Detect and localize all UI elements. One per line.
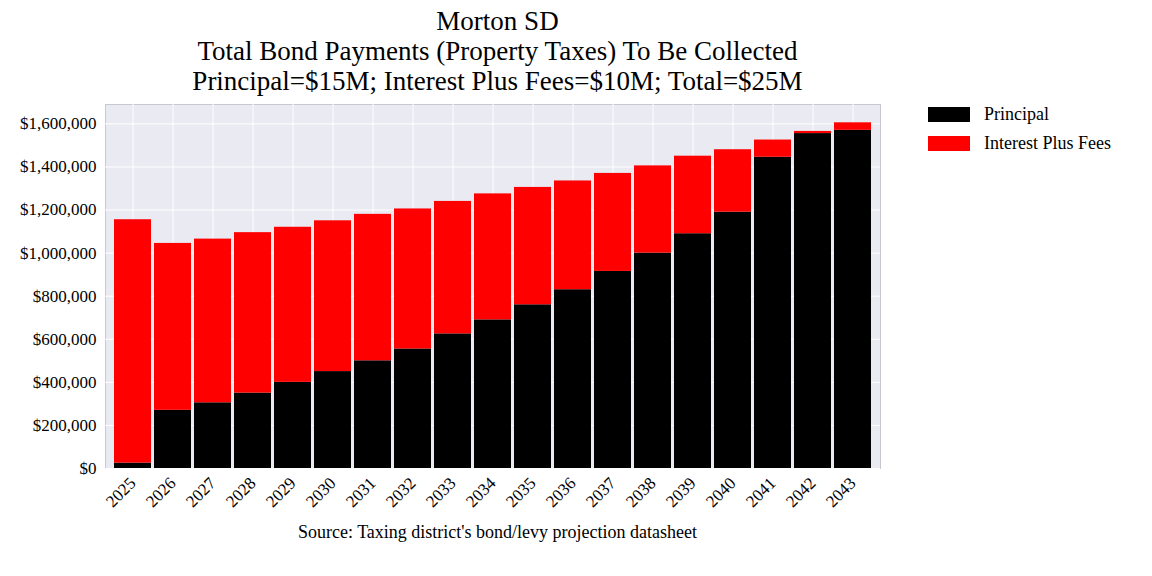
svg-text:2028: 2028 [222,474,259,511]
html-text:Source: Taxing district's bond: Source: Taxing district's bond/levy proj… [298,522,697,542]
svg-text:$1,400,000: $1,400,000 [20,157,97,176]
svg-text:2030: 2030 [302,474,339,511]
svg-text:2038: 2038 [622,474,659,511]
html-text:Principal=$15M; Interest Plus: Principal=$15M; Interest Plus Fees=$10M;… [192,66,803,96]
svg-text:$1,600,000: $1,600,000 [20,114,97,133]
svg-text:2031: 2031 [342,474,379,511]
svg-text:$800,000: $800,000 [33,287,97,306]
svg-text:$1,000,000: $1,000,000 [20,244,97,263]
svg-text:$400,000: $400,000 [33,373,97,392]
svg-text:2041: 2041 [742,474,779,511]
svg-text:2033: 2033 [422,474,459,511]
svg-text:2034: 2034 [462,473,500,511]
svg-text:2032: 2032 [382,474,419,511]
svg-text:2035: 2035 [502,474,539,511]
html-text:Interest Plus Fees: Interest Plus Fees [984,133,1111,153]
svg-text:$600,000: $600,000 [33,330,97,349]
svg-text:2043: 2043 [822,474,859,511]
svg-text:2026: 2026 [142,474,179,511]
html-text:Total Bond Payments (Property: Total Bond Payments (Property Taxes) To … [197,36,798,66]
svg-text:$0: $0 [80,459,97,478]
svg-text:$200,000: $200,000 [33,416,97,435]
svg-text:2042: 2042 [782,474,819,511]
html-text:Principal: Principal [984,104,1049,124]
svg-text:2036: 2036 [542,474,579,511]
html-text:Morton SD: Morton SD [436,6,559,36]
svg-text:2027: 2027 [182,473,220,511]
svg-text:2025: 2025 [102,474,139,511]
svg-text:2037: 2037 [582,473,620,511]
svg-text:2040: 2040 [702,474,739,511]
svg-text:2039: 2039 [662,474,699,511]
svg-text:2029: 2029 [262,474,299,511]
svg-text:$1,200,000: $1,200,000 [20,200,97,219]
